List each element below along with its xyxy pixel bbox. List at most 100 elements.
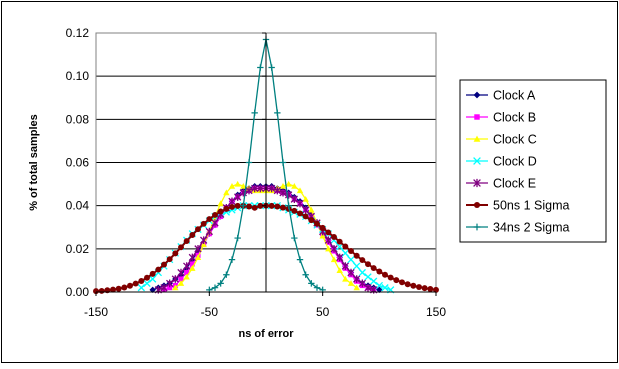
data-point-5-14 bbox=[172, 250, 179, 257]
data-point-6-2 bbox=[217, 280, 224, 287]
y-tick-label-1: 0.02 bbox=[66, 242, 90, 256]
x-tick-label-3: 150 bbox=[426, 305, 446, 319]
data-point-1-3 bbox=[178, 276, 184, 282]
y-axis-label: % of total samples bbox=[28, 114, 40, 211]
data-point-2-2 bbox=[183, 273, 190, 280]
y-tick-label-6: 0.12 bbox=[66, 26, 90, 40]
data-point-5-58 bbox=[421, 285, 428, 292]
data-point-5-21 bbox=[212, 211, 218, 218]
data-point-5-10 bbox=[149, 270, 156, 277]
legend-item-3: Clock D bbox=[466, 155, 537, 169]
legend-swatch-marker-5 bbox=[473, 201, 481, 209]
data-point-2-27 bbox=[325, 245, 332, 252]
data-point-6-19 bbox=[313, 284, 321, 291]
data-point-4-35 bbox=[353, 275, 361, 283]
legend-label-0: Clock A bbox=[493, 89, 536, 103]
data-point-6-6 bbox=[240, 202, 247, 209]
data-point-3-0 bbox=[137, 284, 145, 292]
legend-label-4: Clock E bbox=[493, 177, 536, 191]
data-point-2-1 bbox=[177, 280, 185, 286]
data-point-5-41 bbox=[325, 229, 332, 236]
data-point-3-2 bbox=[149, 275, 157, 283]
data-point-5-47 bbox=[359, 257, 366, 264]
data-point-2-8 bbox=[217, 200, 224, 207]
data-point-3-39 bbox=[358, 268, 366, 277]
data-point-4-33 bbox=[341, 262, 349, 270]
data-point-4-7 bbox=[194, 244, 202, 253]
data-point-5-39 bbox=[314, 220, 320, 227]
data-point-5-60 bbox=[433, 286, 439, 293]
data-point-1-5 bbox=[189, 261, 195, 267]
data-point-3-37 bbox=[347, 255, 355, 264]
data-point-5-7 bbox=[132, 280, 139, 287]
data-point-4-20 bbox=[268, 184, 276, 193]
data-point-4-17 bbox=[251, 184, 259, 193]
data-point-4-4 bbox=[177, 268, 185, 277]
legend-swatch-marker-1 bbox=[474, 114, 480, 120]
data-point-6-13 bbox=[279, 159, 287, 166]
data-point-4-22 bbox=[279, 188, 287, 197]
legend-swatch-marker-4 bbox=[473, 178, 481, 188]
data-point-3-36 bbox=[341, 249, 349, 257]
data-point-5-56 bbox=[410, 282, 417, 289]
data-point-2-9 bbox=[223, 189, 230, 196]
y-tick-label-4: 0.08 bbox=[66, 112, 90, 126]
data-point-5-19 bbox=[200, 220, 207, 227]
data-point-5-33 bbox=[280, 204, 286, 211]
data-point-5-42 bbox=[331, 233, 337, 240]
data-point-4-18 bbox=[256, 184, 264, 193]
data-point-5-35 bbox=[291, 207, 298, 214]
data-point-2-32 bbox=[353, 284, 360, 291]
data-point-4-16 bbox=[245, 186, 253, 195]
data-point-4-6 bbox=[188, 253, 196, 262]
y-tick-label-2: 0.04 bbox=[66, 199, 90, 213]
data-point-5-28 bbox=[251, 204, 258, 211]
data-point-5-24 bbox=[229, 203, 235, 210]
data-point-2-26 bbox=[319, 232, 326, 239]
data-point-3-43 bbox=[381, 284, 389, 292]
data-point-6-7 bbox=[245, 159, 253, 166]
data-point-0-0 bbox=[149, 286, 156, 294]
data-point-5-6 bbox=[127, 282, 133, 289]
legend-item-4: Clock E bbox=[466, 177, 536, 191]
data-point-2-12 bbox=[240, 183, 247, 189]
x-tick-label-2: 50 bbox=[316, 305, 330, 319]
legend-swatch-marker-3 bbox=[473, 157, 481, 165]
data-point-4-21 bbox=[273, 186, 281, 195]
data-point-2-28 bbox=[330, 256, 338, 263]
data-point-6-9 bbox=[257, 64, 264, 71]
legend-swatch-marker-2 bbox=[473, 135, 481, 142]
data-point-4-37 bbox=[364, 283, 372, 292]
data-point-4-30 bbox=[324, 236, 332, 245]
data-point-6-18 bbox=[308, 280, 315, 287]
data-point-2-5 bbox=[200, 241, 207, 248]
data-point-5-53 bbox=[393, 277, 400, 284]
data-point-2-11 bbox=[234, 180, 241, 187]
data-point-5-54 bbox=[399, 279, 405, 286]
y-tick-label-5: 0.10 bbox=[66, 69, 90, 83]
data-point-2-29 bbox=[336, 267, 343, 273]
data-point-5-32 bbox=[274, 203, 281, 210]
data-point-5-37 bbox=[302, 213, 309, 220]
legend-label-5: 50ns 1 Sigma bbox=[493, 199, 569, 213]
data-point-4-10 bbox=[211, 219, 219, 227]
data-point-5-48 bbox=[365, 261, 371, 268]
data-point-5-43 bbox=[336, 238, 343, 245]
legend-item-2: Clock C bbox=[466, 133, 537, 147]
data-point-4-32 bbox=[336, 253, 344, 262]
data-point-2-20 bbox=[285, 180, 292, 187]
y-tick-label-3: 0.06 bbox=[66, 156, 90, 170]
legend-item-0: Clock A bbox=[466, 89, 536, 103]
data-point-6-4 bbox=[228, 256, 236, 263]
legend: Clock A Clock B Clock C Clock D Clock E 50ns … bbox=[459, 79, 607, 243]
data-point-5-9 bbox=[144, 274, 150, 281]
data-point-4-3 bbox=[171, 275, 179, 283]
data-point-4-2 bbox=[166, 279, 174, 288]
data-point-5-31 bbox=[268, 202, 275, 209]
data-point-4-9 bbox=[205, 227, 213, 236]
data-point-5-49 bbox=[370, 265, 377, 272]
data-point-5-45 bbox=[348, 248, 354, 254]
data-point-4-14 bbox=[234, 193, 242, 201]
legend-item-5: 50ns 1 Sigma bbox=[466, 199, 569, 213]
data-point-5-25 bbox=[234, 202, 241, 209]
